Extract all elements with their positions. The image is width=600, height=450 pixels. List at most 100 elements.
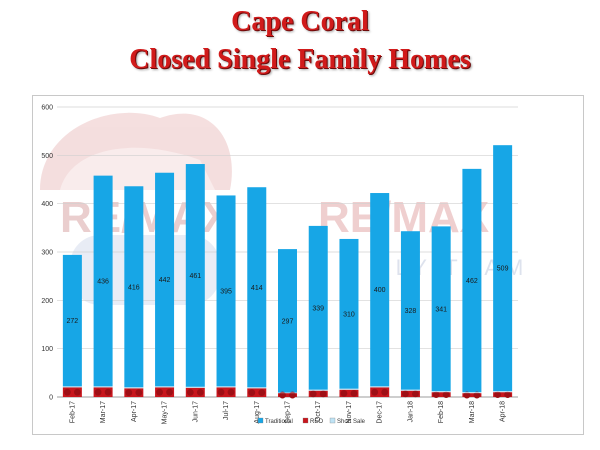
reo-marker bbox=[73, 388, 81, 396]
bar-short-sale bbox=[155, 386, 175, 388]
bar-traditional bbox=[216, 195, 236, 387]
y-tick-label: 600 bbox=[41, 105, 53, 112]
reo-marker bbox=[94, 388, 102, 396]
reo-marker bbox=[402, 390, 409, 398]
bar-reo bbox=[339, 389, 359, 397]
bar-reo bbox=[308, 390, 328, 397]
bar-traditional bbox=[400, 231, 420, 390]
bar-traditional bbox=[247, 187, 267, 388]
bar-value-label: 339 bbox=[312, 305, 324, 312]
x-tick-label: Apr-18 bbox=[500, 401, 507, 422]
bar-traditional bbox=[431, 226, 451, 392]
y-tick-label: 500 bbox=[41, 153, 53, 160]
chart-title-line-2: Closed Single Family Homes bbox=[129, 44, 471, 75]
reo-marker bbox=[371, 388, 379, 396]
bar-traditional bbox=[278, 249, 297, 393]
bar-reo bbox=[493, 392, 513, 397]
bar-short-sale bbox=[62, 386, 82, 388]
reo-marker bbox=[258, 389, 266, 397]
bar-short-sale bbox=[431, 391, 451, 393]
bar-value-label: 442 bbox=[159, 277, 171, 284]
y-axis-ticks: 0 100 200 300 400 500 600 bbox=[41, 105, 53, 402]
bar-value-label: 272 bbox=[67, 318, 79, 325]
bar-reo bbox=[62, 387, 82, 397]
reo-marker bbox=[125, 389, 133, 397]
bar-traditional bbox=[124, 186, 144, 388]
reo-marker bbox=[432, 391, 440, 398]
x-tick-label: Jul-17 bbox=[223, 401, 230, 420]
legend-swatch bbox=[329, 417, 336, 424]
x-tick-label: Aug-17 bbox=[254, 401, 261, 424]
bar-short-sale bbox=[462, 392, 482, 394]
bar-reo bbox=[93, 387, 113, 397]
x-tick-label: Nov-17 bbox=[346, 401, 353, 424]
reo-marker bbox=[63, 388, 71, 396]
bar-reo bbox=[400, 390, 420, 397]
x-axis-ticks: Feb-17 Mar-17 Apr-17 May-17 Jun-17 Jul-17 Aug-… bbox=[69, 401, 506, 424]
reo-marker bbox=[156, 388, 163, 396]
bar-value-label: 395 bbox=[220, 288, 232, 295]
reo-marker bbox=[442, 391, 450, 398]
bar-reo bbox=[124, 388, 144, 397]
bar-short-sale bbox=[124, 387, 144, 389]
chart-legend: Traditional REO Short Sale bbox=[257, 417, 366, 425]
reo-marker bbox=[412, 390, 419, 398]
x-tick-label: Oct-17 bbox=[315, 401, 322, 422]
reo-marker bbox=[248, 389, 256, 397]
bar-short-sale bbox=[370, 386, 390, 388]
reo-marker bbox=[381, 388, 389, 396]
reo-marker bbox=[309, 390, 317, 398]
x-tick-label: Sep-17 bbox=[285, 401, 292, 424]
bar-short-sale bbox=[247, 387, 267, 389]
bar-value-label: 436 bbox=[97, 279, 109, 286]
bar-value-label: 509 bbox=[497, 266, 509, 273]
y-tick-label: 0 bbox=[49, 395, 53, 402]
x-tick-label: Dec-17 bbox=[377, 401, 384, 424]
x-tick-label: Jan-18 bbox=[407, 401, 414, 423]
reo-marker bbox=[494, 391, 502, 398]
reo-marker bbox=[319, 390, 327, 398]
bar-traditional bbox=[185, 164, 205, 387]
bar-traditional bbox=[493, 145, 513, 392]
legend-label: REO bbox=[310, 419, 323, 425]
legend-label: Traditional bbox=[265, 419, 293, 425]
bar-value-label: 297 bbox=[282, 318, 294, 325]
bar-value-label: 400 bbox=[374, 287, 386, 294]
bar-value-label: 414 bbox=[251, 285, 263, 292]
reo-marker bbox=[227, 388, 235, 396]
x-tick-label: Jun-17 bbox=[192, 401, 199, 423]
bar-short-sale bbox=[93, 386, 113, 388]
reo-marker bbox=[463, 391, 471, 399]
bar-traditional bbox=[155, 172, 175, 387]
bar-reo bbox=[462, 393, 482, 397]
bar-traditional bbox=[339, 238, 359, 389]
x-tick-label: Feb-17 bbox=[69, 401, 76, 423]
bar-traditional bbox=[370, 193, 390, 387]
bar-short-sale bbox=[493, 391, 513, 393]
legend-swatch bbox=[302, 417, 309, 424]
reo-marker bbox=[340, 389, 348, 397]
y-tick-label: 300 bbox=[41, 250, 53, 257]
reo-marker bbox=[135, 389, 143, 397]
reo-marker bbox=[217, 388, 225, 396]
bar-traditional bbox=[308, 225, 328, 390]
bar-value-label: 461 bbox=[189, 273, 201, 280]
bar-traditional bbox=[462, 168, 482, 393]
bar-value-labels: 272 436 416 442 461 395 414 297 339 310 400 328 341 4… bbox=[67, 266, 509, 326]
bar-reo bbox=[185, 387, 205, 397]
x-tick-label: Feb-18 bbox=[438, 401, 445, 423]
reo-marker bbox=[104, 388, 112, 396]
bar-value-label: 416 bbox=[128, 284, 140, 291]
bar-reo bbox=[155, 387, 175, 397]
reo-marker bbox=[186, 389, 194, 396]
bar-reo bbox=[216, 387, 236, 397]
x-tick-label: Apr-17 bbox=[131, 401, 138, 422]
x-tick-label: Mar-17 bbox=[100, 401, 107, 423]
reo-marker bbox=[196, 389, 204, 396]
bar-reo bbox=[370, 387, 390, 397]
bar-series bbox=[62, 145, 513, 399]
reo-marker bbox=[504, 391, 512, 398]
y-tick-label: 200 bbox=[41, 298, 53, 305]
